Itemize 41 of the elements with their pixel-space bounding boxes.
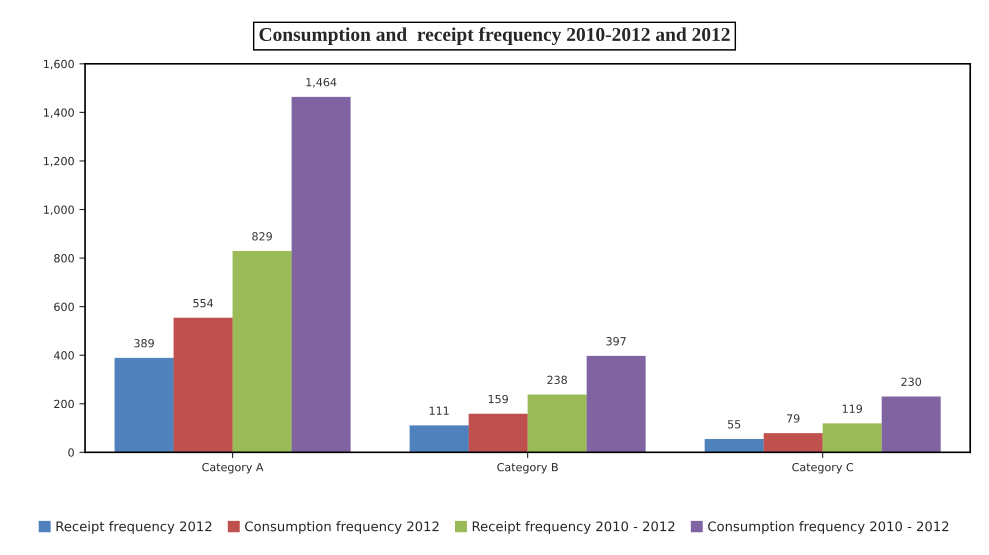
data-label: 829 <box>252 232 272 241</box>
bar <box>292 96 351 452</box>
bar <box>764 433 823 452</box>
y-tick-label: 400 <box>54 351 74 360</box>
data-label: 389 <box>134 338 154 348</box>
bar <box>704 438 764 452</box>
legend-label: Receipt frequency 2012 <box>56 521 212 534</box>
bar <box>586 356 646 452</box>
y-tick-label: 1,000 <box>44 205 74 216</box>
data-label: 119 <box>842 404 862 413</box>
y-tick-label: 600 <box>54 302 74 312</box>
data-label: 238 <box>547 376 567 384</box>
y-tick-label: 1,200 <box>44 156 74 166</box>
x-tick-label: Category A <box>202 462 264 474</box>
data-label: 1,464 <box>306 78 336 88</box>
bar <box>174 318 233 452</box>
data-label: 159 <box>488 394 508 404</box>
x-tick-label: Category B <box>497 462 558 474</box>
legend-label: Consumption frequency 2010 - 2012 <box>708 521 948 534</box>
data-label: 230 <box>901 378 922 386</box>
bar <box>114 358 174 452</box>
bar <box>528 394 587 452</box>
bar <box>468 414 528 452</box>
y-tick-label: 200 <box>54 400 74 408</box>
data-label: 554 <box>193 299 214 308</box>
bar <box>410 425 469 452</box>
y-tick-label: 1,600 <box>44 60 74 70</box>
bar <box>882 396 941 452</box>
chart-title: Consumption and receipt frequency 2010-2012 and 2012 <box>259 27 730 46</box>
y-tick-label: 800 <box>54 254 74 262</box>
data-label: 111 <box>430 406 449 415</box>
data-label: 79 <box>787 414 800 423</box>
y-tick-label: 1,400 <box>44 108 74 118</box>
data-label: 55 <box>728 420 740 428</box>
x-tick-label: Category C <box>792 462 854 474</box>
data-label: 397 <box>606 337 626 346</box>
bar <box>232 251 292 452</box>
bar <box>822 423 882 452</box>
legend-label: Receipt frequency 2010 - 2012 <box>472 521 674 534</box>
y-tick-label: 0 <box>68 448 74 457</box>
legend-label: Consumption frequency 2012 <box>245 521 439 534</box>
